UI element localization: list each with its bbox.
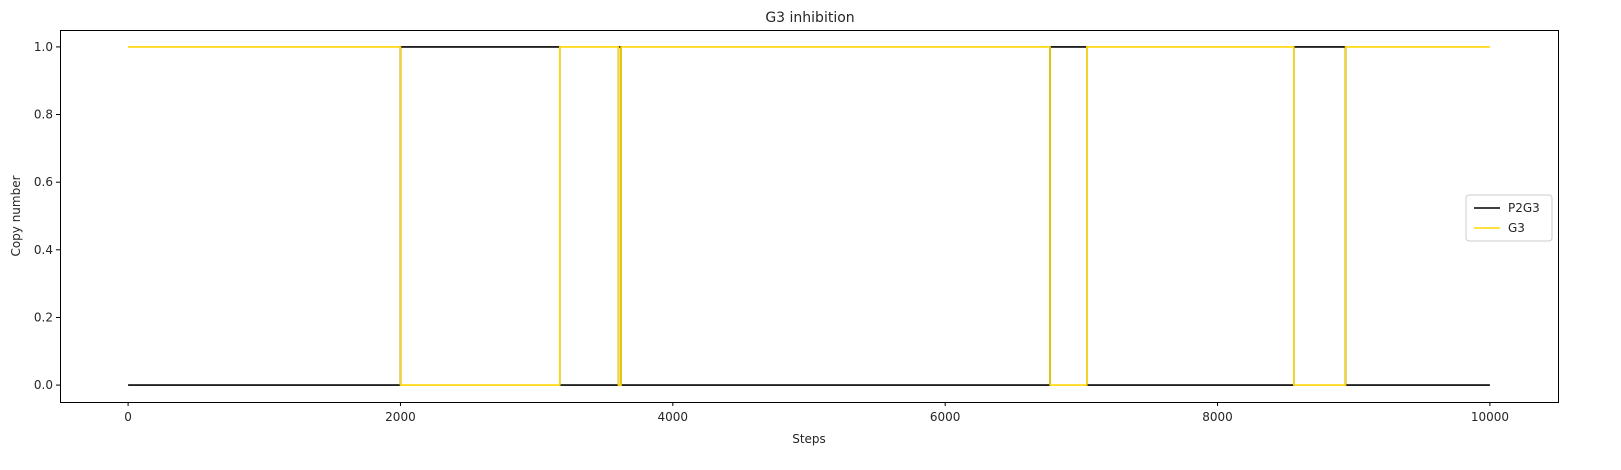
x-tick-label: 4000: [658, 410, 689, 424]
x-tick-label: 0: [124, 410, 132, 424]
y-tick-label: 0.2: [34, 310, 53, 324]
plot-frame: [60, 30, 1559, 403]
y-tick-label: 0.6: [34, 175, 53, 189]
chart-title: G3 inhibition: [765, 10, 854, 26]
legend: P2G3 G3: [1465, 194, 1553, 242]
y-tick-label: 0.0: [34, 378, 53, 392]
x-tick-label: 2000: [385, 410, 416, 424]
series-line-p2g3: [128, 46, 1490, 386]
legend-label: G3: [1508, 221, 1525, 235]
x-tick-label: 6000: [930, 410, 961, 424]
y-tick-label: 1.0: [34, 40, 53, 54]
y-axis-label: Copy number: [9, 175, 23, 256]
y-tick-label: 0.4: [34, 243, 53, 257]
legend-box: [1465, 194, 1553, 242]
series-line-g3: [128, 46, 1490, 386]
series-lines: [128, 46, 1490, 386]
x-axis: 0 2000 4000 6000 8000 10000: [124, 402, 1509, 424]
x-axis-label: Steps: [792, 432, 826, 446]
x-tick-label: 8000: [1202, 410, 1233, 424]
y-tick-label: 0.8: [34, 108, 53, 122]
y-axis: 0.0 0.2 0.4 0.6 0.8 1.0: [34, 40, 60, 392]
legend-label: P2G3: [1508, 201, 1540, 215]
x-tick-label: 10000: [1471, 410, 1509, 424]
